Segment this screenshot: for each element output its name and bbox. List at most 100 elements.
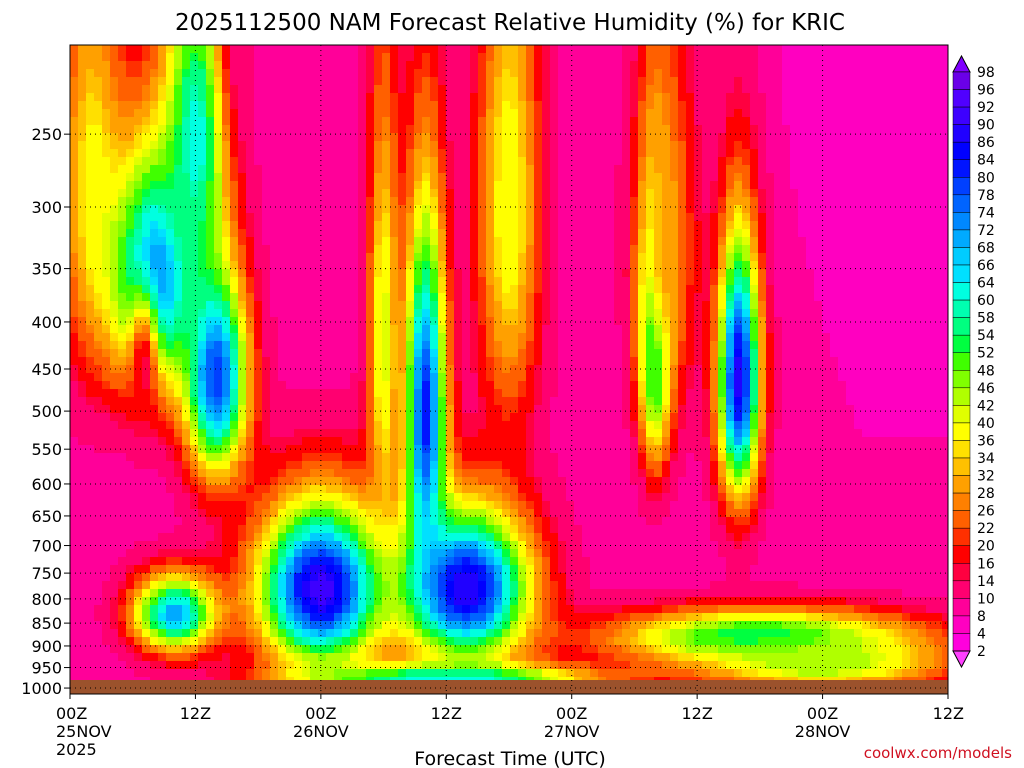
- rh-cell: [542, 237, 551, 246]
- rh-cell: [294, 517, 303, 526]
- rh-cell: [342, 389, 351, 398]
- rh-cell: [222, 93, 231, 102]
- rh-cell: [350, 173, 359, 182]
- rh-cell: [142, 349, 151, 358]
- rh-cell: [326, 621, 335, 630]
- rh-cell: [318, 597, 327, 606]
- rh-cell: [494, 549, 503, 558]
- rh-cell: [350, 605, 359, 614]
- rh-cell: [318, 293, 327, 302]
- rh-cell: [430, 549, 439, 558]
- rh-cell: [78, 645, 87, 654]
- rh-cell: [446, 269, 455, 278]
- rh-cell: [94, 213, 103, 222]
- rh-cell: [318, 461, 327, 470]
- rh-cell: [294, 229, 303, 238]
- rh-cell: [470, 253, 479, 262]
- rh-cell: [182, 389, 191, 398]
- rh-cell: [374, 493, 383, 502]
- rh-cell: [398, 117, 407, 126]
- rh-cell: [230, 325, 239, 334]
- rh-cell: [318, 549, 327, 558]
- rh-cell: [294, 541, 303, 550]
- rh-cell: [462, 325, 471, 334]
- rh-cell: [470, 509, 479, 518]
- rh-cell: [350, 541, 359, 550]
- rh-cell: [326, 269, 335, 278]
- rh-cell: [190, 533, 199, 542]
- rh-cell: [94, 173, 103, 182]
- rh-cell: [286, 597, 295, 606]
- rh-cell: [326, 389, 335, 398]
- rh-cell: [158, 69, 167, 78]
- rh-cell: [518, 381, 527, 390]
- rh-cell: [366, 333, 375, 342]
- rh-cell: [518, 333, 527, 342]
- rh-cell: [286, 293, 295, 302]
- rh-cell: [398, 301, 407, 310]
- rh-cell: [518, 661, 527, 670]
- rh-cell: [350, 333, 359, 342]
- rh-cell: [190, 309, 199, 318]
- rh-cell: [238, 517, 247, 526]
- rh-cell: [526, 549, 535, 558]
- rh-cell: [334, 613, 343, 622]
- rh-cell: [430, 573, 439, 582]
- rh-cell: [310, 253, 319, 262]
- rh-cell: [382, 573, 391, 582]
- rh-cell: [334, 597, 343, 606]
- rh-cell: [94, 77, 103, 86]
- rh-cell: [414, 149, 423, 158]
- rh-cell: [446, 301, 455, 310]
- rh-cell: [374, 381, 383, 390]
- rh-cell: [134, 429, 143, 438]
- rh-cell: [310, 197, 319, 206]
- rh-cell: [278, 245, 287, 254]
- rh-cell: [510, 373, 519, 382]
- rh-cell: [230, 365, 239, 374]
- rh-cell: [382, 77, 391, 86]
- rh-cell: [262, 637, 271, 646]
- rh-cell: [406, 213, 415, 222]
- rh-cell: [286, 109, 295, 118]
- rh-cell: [502, 173, 511, 182]
- rh-cell: [534, 77, 543, 86]
- rh-cell: [302, 341, 311, 350]
- rh-cell: [318, 669, 327, 678]
- rh-cell: [374, 325, 383, 334]
- rh-cell: [238, 477, 247, 486]
- rh-cell: [534, 669, 543, 678]
- rh-cell: [142, 197, 151, 206]
- rh-cell: [174, 93, 183, 102]
- rh-cell: [302, 149, 311, 158]
- rh-cell: [326, 133, 335, 142]
- rh-cell: [278, 629, 287, 638]
- rh-cell: [534, 197, 543, 206]
- rh-cell: [462, 349, 471, 358]
- rh-cell: [542, 661, 551, 670]
- rh-cell: [374, 653, 383, 662]
- rh-cell: [86, 573, 95, 582]
- rh-cell: [174, 405, 183, 414]
- rh-cell: [206, 141, 215, 150]
- rh-cell: [358, 493, 367, 502]
- rh-cell: [238, 221, 247, 230]
- rh-cell: [470, 469, 479, 478]
- rh-cell: [462, 117, 471, 126]
- rh-cell: [486, 621, 495, 630]
- rh-cell: [334, 549, 343, 558]
- rh-cell: [182, 77, 191, 86]
- rh-cell: [310, 581, 319, 590]
- rh-cell: [350, 413, 359, 422]
- rh-cell: [270, 149, 279, 158]
- rh-cell: [102, 557, 111, 566]
- rh-cell: [118, 341, 127, 350]
- rh-cell: [382, 669, 391, 678]
- rh-cell: [510, 333, 519, 342]
- rh-cell: [478, 141, 487, 150]
- rh-cell: [478, 605, 487, 614]
- rh-cell: [398, 333, 407, 342]
- rh-cell: [150, 325, 159, 334]
- rh-cell: [198, 85, 207, 94]
- rh-cell: [438, 77, 447, 86]
